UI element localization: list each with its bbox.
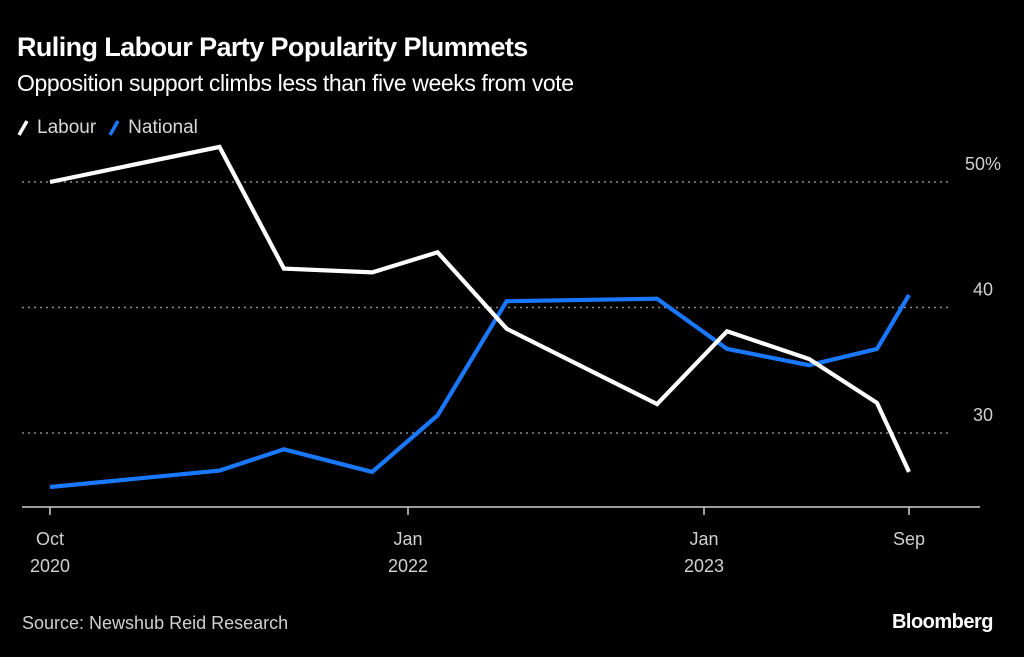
chart-title: Ruling Labour Party Popularity Plummets: [17, 32, 528, 62]
y-axis-labels: 50% 40 30: [965, 154, 1001, 425]
y-tick-label-50: 50%: [965, 154, 1001, 174]
legend-item-national: National: [108, 117, 198, 139]
bloomberg-logo: Bloomberg: [891, 611, 994, 633]
series-lines: [49, 144, 911, 490]
x-tick-label-year: 2020: [30, 556, 70, 576]
legend-item-labour: Labour: [17, 117, 96, 139]
chart-subtitle: Opposition support climbs less than five…: [17, 70, 574, 96]
legend-swatch-labour-icon: [17, 120, 29, 136]
series-line-national: [49, 293, 911, 490]
y-tick-label-40: 40: [973, 280, 993, 300]
y-tick-label-30: 30: [973, 405, 993, 425]
legend-label-labour: Labour: [37, 117, 97, 138]
x-tick-label-month: Sep: [893, 529, 925, 549]
x-tick-label-month: Oct: [36, 529, 64, 549]
x-tick-label-year: 2023: [684, 556, 724, 576]
source-note: Source: Newshub Reid Research: [22, 613, 289, 633]
x-axis: Oct 2020 Jan 2022 Jan 2023 Sep: [22, 506, 980, 576]
legend: Labour National: [17, 117, 210, 139]
legend-swatch-national-icon: [108, 120, 120, 136]
x-tick-label-month: Jan: [689, 529, 718, 549]
x-tick-label-year: 2022: [388, 556, 428, 576]
series-line-labour: [49, 144, 911, 473]
legend-label-national: National: [128, 117, 198, 138]
x-tick-label-month: Jan: [393, 529, 422, 549]
